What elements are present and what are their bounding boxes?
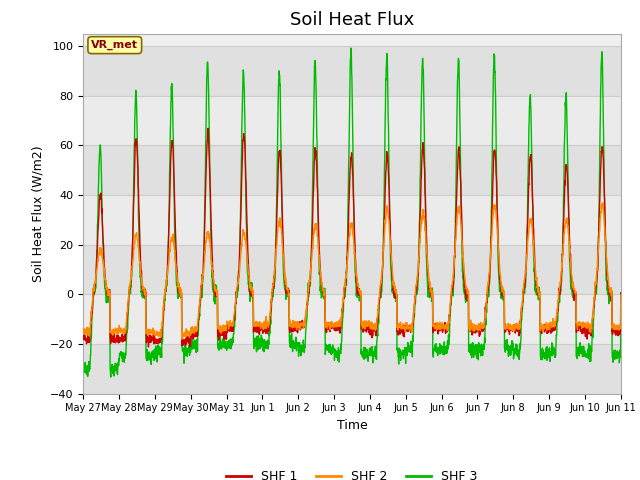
- Line: SHF 3: SHF 3: [83, 48, 621, 377]
- Text: VR_met: VR_met: [92, 40, 138, 50]
- SHF 1: [204, 125, 212, 131]
- Bar: [83, 344, 621, 394]
- SHF 2: [368, 322, 376, 327]
- SHF 2: [508, 325, 516, 331]
- SHF 2: [79, 331, 87, 336]
- SHF 2: [178, 336, 186, 342]
- SHF 3: [570, 292, 577, 298]
- SHF 2: [599, 200, 607, 205]
- SHF 1: [585, 327, 593, 333]
- SHF 3: [107, 374, 115, 380]
- SHF 1: [617, 290, 625, 296]
- SHF 1: [79, 335, 87, 341]
- Y-axis label: Soil Heat Flux (W/m2): Soil Heat Flux (W/m2): [31, 145, 44, 282]
- SHF 3: [79, 366, 87, 372]
- SHF 2: [617, 292, 625, 298]
- SHF 1: [380, 244, 387, 250]
- Bar: [83, 96, 621, 145]
- SHF 1: [230, 319, 237, 325]
- SHF 1: [145, 344, 152, 350]
- Legend: SHF 1, SHF 2, SHF 3: SHF 1, SHF 2, SHF 3: [221, 465, 483, 480]
- SHF 2: [380, 246, 387, 252]
- Bar: [83, 145, 621, 195]
- Bar: [83, 294, 621, 344]
- Title: Soil Heat Flux: Soil Heat Flux: [290, 11, 414, 29]
- SHF 3: [347, 45, 355, 51]
- SHF 3: [617, 290, 625, 296]
- Line: SHF 1: SHF 1: [83, 128, 621, 347]
- Bar: [83, 46, 621, 96]
- X-axis label: Time: Time: [337, 419, 367, 432]
- SHF 3: [368, 347, 376, 353]
- SHF 3: [585, 341, 593, 347]
- SHF 3: [230, 331, 237, 337]
- SHF 1: [570, 288, 577, 294]
- Bar: [83, 245, 621, 294]
- SHF 1: [509, 328, 516, 334]
- SHF 3: [380, 228, 387, 233]
- SHF 1: [368, 329, 376, 335]
- Line: SHF 2: SHF 2: [83, 203, 621, 339]
- SHF 3: [509, 346, 516, 351]
- SHF 2: [230, 320, 237, 325]
- SHF 2: [570, 282, 577, 288]
- SHF 2: [584, 324, 592, 330]
- Bar: [83, 195, 621, 245]
